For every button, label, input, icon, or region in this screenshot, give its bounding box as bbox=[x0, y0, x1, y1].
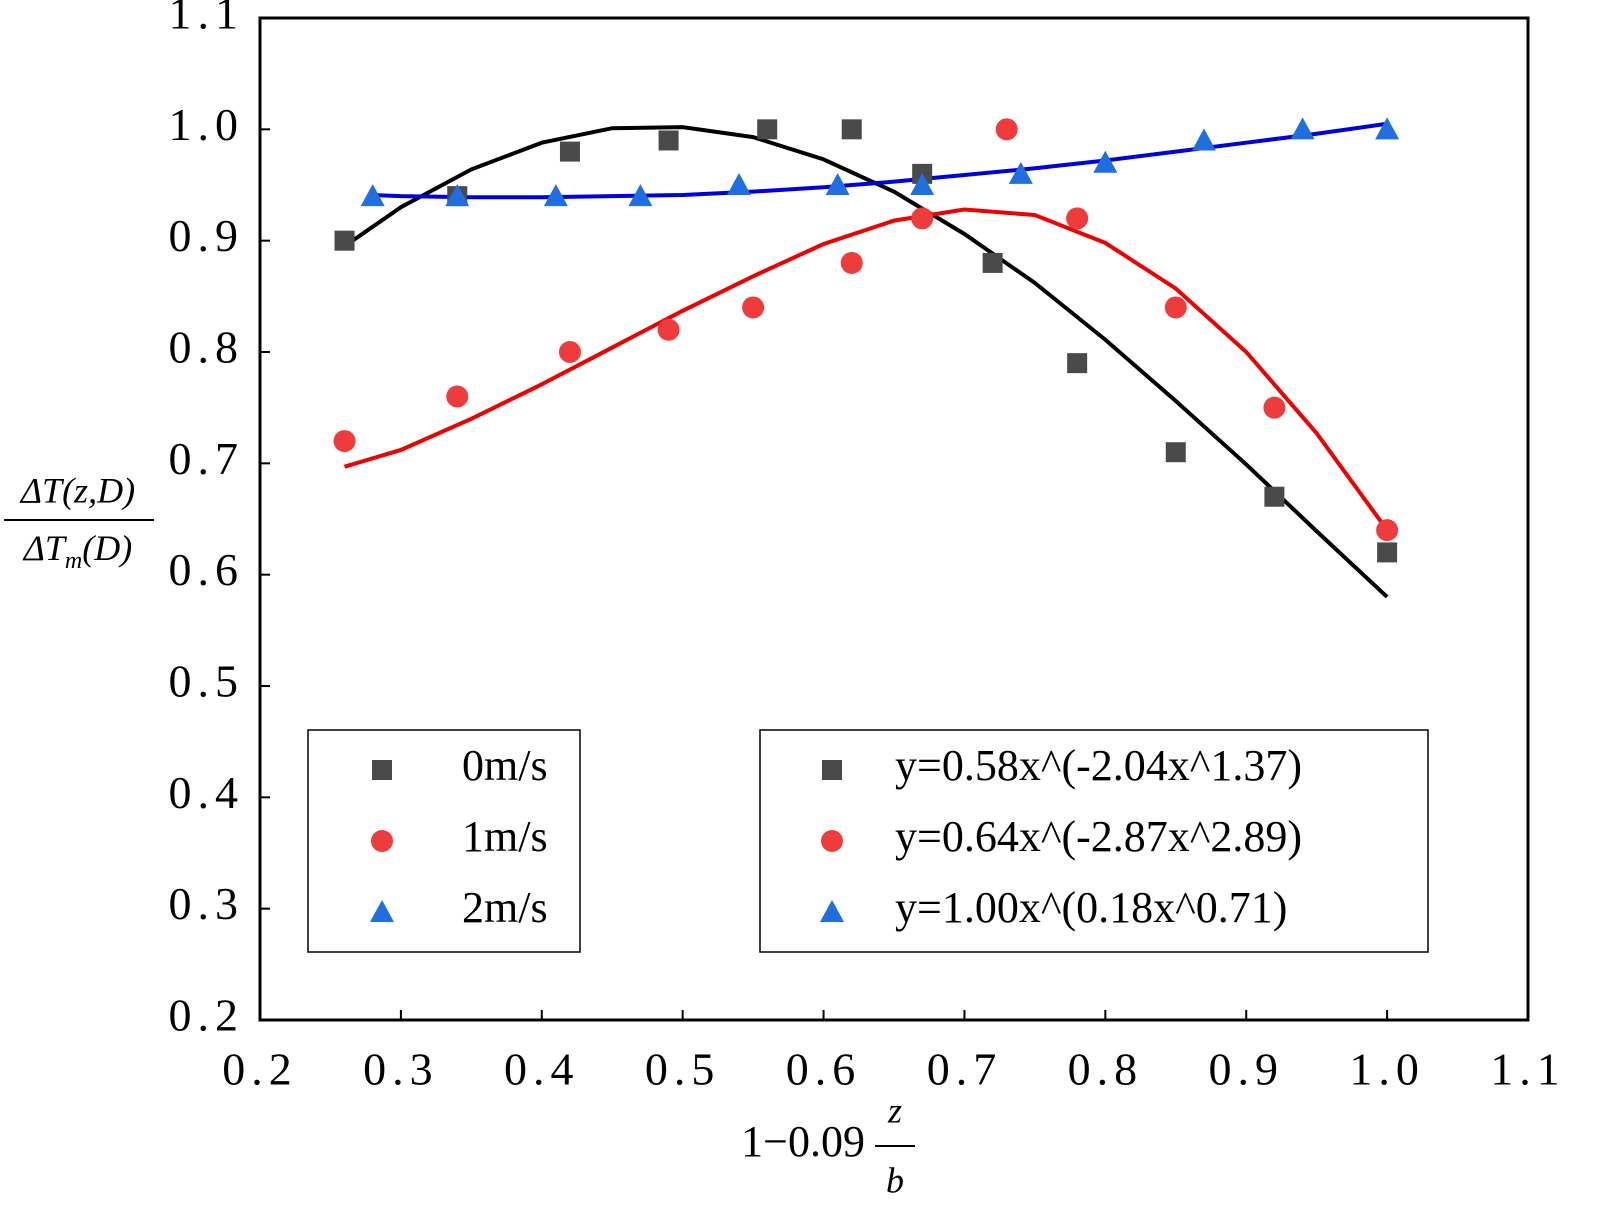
data-point bbox=[841, 119, 862, 140]
data-point bbox=[995, 118, 1018, 141]
y-tick-label: 0.5 bbox=[169, 656, 245, 707]
legend-marker bbox=[822, 760, 842, 780]
data-point bbox=[333, 430, 356, 453]
legend-marker bbox=[371, 830, 393, 852]
data-point bbox=[825, 173, 850, 195]
x-tick-label: 0.7 bbox=[927, 1044, 1003, 1095]
x-tick-label: 0.2 bbox=[222, 1044, 298, 1095]
legend-label: y=1.00x^(0.18x^0.71) bbox=[895, 883, 1287, 932]
data-point bbox=[727, 173, 752, 195]
data-point bbox=[628, 184, 653, 207]
data-point bbox=[658, 130, 679, 151]
data-point bbox=[1165, 442, 1186, 463]
y-tick-label: 0.4 bbox=[169, 767, 245, 818]
legend-label: 0m/s bbox=[462, 741, 548, 790]
x-tick-label: 0.9 bbox=[1208, 1044, 1284, 1095]
data-point bbox=[1264, 486, 1285, 507]
y-tick-label: 1.1 bbox=[169, 0, 245, 39]
data-point bbox=[1093, 150, 1118, 173]
data-point bbox=[982, 252, 1003, 273]
data-point bbox=[446, 385, 469, 408]
legend-marker bbox=[820, 900, 844, 922]
plot-frame bbox=[258, 16, 1530, 1022]
data-point bbox=[657, 318, 680, 341]
data-point bbox=[559, 141, 580, 162]
legend-markers bbox=[307, 729, 581, 953]
data-point bbox=[334, 230, 355, 251]
data-point bbox=[360, 184, 385, 207]
data-point bbox=[1290, 117, 1315, 140]
data-point bbox=[1377, 542, 1398, 563]
x-tick-label: 1.0 bbox=[1349, 1044, 1425, 1095]
data-point bbox=[1375, 117, 1400, 140]
y-label-tail: (D) bbox=[82, 528, 132, 568]
data-point bbox=[543, 184, 568, 207]
legend-marker bbox=[372, 760, 392, 780]
legend-label: 1m/s bbox=[462, 812, 548, 861]
y-label-numerator: ΔT(z,D) bbox=[19, 470, 135, 510]
x-label-numerator: z bbox=[887, 1090, 902, 1130]
y-tick-label: 0.8 bbox=[169, 322, 245, 373]
y-label: ΔT(z,D) ΔTm(D) bbox=[4, 470, 154, 574]
x-tick-label: 0.4 bbox=[504, 1044, 580, 1095]
y-label-subscript: m bbox=[65, 548, 82, 574]
x-label: 1−0.09 z b bbox=[741, 1090, 915, 1200]
y-label-denominator-text: ΔT bbox=[22, 528, 68, 568]
data-point bbox=[1067, 353, 1088, 374]
y-tick-label: 0.6 bbox=[169, 544, 245, 595]
legend-marker bbox=[821, 830, 843, 852]
x-tick-label: 1.1 bbox=[1490, 1044, 1566, 1095]
data-point bbox=[840, 251, 863, 274]
data-point bbox=[742, 296, 765, 319]
legend-label: y=0.58x^(-2.04x^1.37) bbox=[895, 741, 1302, 790]
data-point bbox=[1263, 396, 1286, 419]
y-tick-label: 1.0 bbox=[169, 99, 245, 150]
y-label-denominator: ΔTm(D) bbox=[22, 528, 132, 573]
data-point bbox=[1164, 296, 1187, 319]
y-tick-label: 0.2 bbox=[169, 990, 245, 1041]
data-point bbox=[911, 207, 934, 230]
y-tick-label: 0.3 bbox=[169, 878, 245, 929]
legend-fits bbox=[759, 729, 1429, 953]
data-point bbox=[558, 341, 581, 363]
x-label-denominator: b bbox=[886, 1160, 904, 1200]
x-tick-label: 0.6 bbox=[786, 1044, 862, 1095]
data-point bbox=[445, 184, 470, 207]
data-point bbox=[1008, 161, 1033, 184]
x-tick-label: 0.3 bbox=[363, 1044, 439, 1095]
data-point bbox=[1191, 128, 1216, 151]
legend-label: 2m/s bbox=[462, 883, 548, 932]
data-point bbox=[1066, 207, 1089, 230]
x-tick-label: 0.8 bbox=[1068, 1044, 1144, 1095]
legend-label: y=0.64x^(-2.87x^2.89) bbox=[895, 812, 1302, 861]
fit-line bbox=[343, 207, 1389, 532]
data-point bbox=[757, 119, 778, 140]
x-label-lead: 1−0.09 bbox=[741, 1117, 865, 1166]
data-point bbox=[1376, 519, 1399, 542]
y-tick-label: 0.9 bbox=[169, 210, 245, 261]
legend-marker bbox=[370, 900, 394, 922]
data-point bbox=[910, 173, 935, 195]
y-tick-label: 0.7 bbox=[169, 433, 245, 484]
fit-line bbox=[343, 125, 1389, 599]
x-tick-label: 0.5 bbox=[645, 1044, 721, 1095]
